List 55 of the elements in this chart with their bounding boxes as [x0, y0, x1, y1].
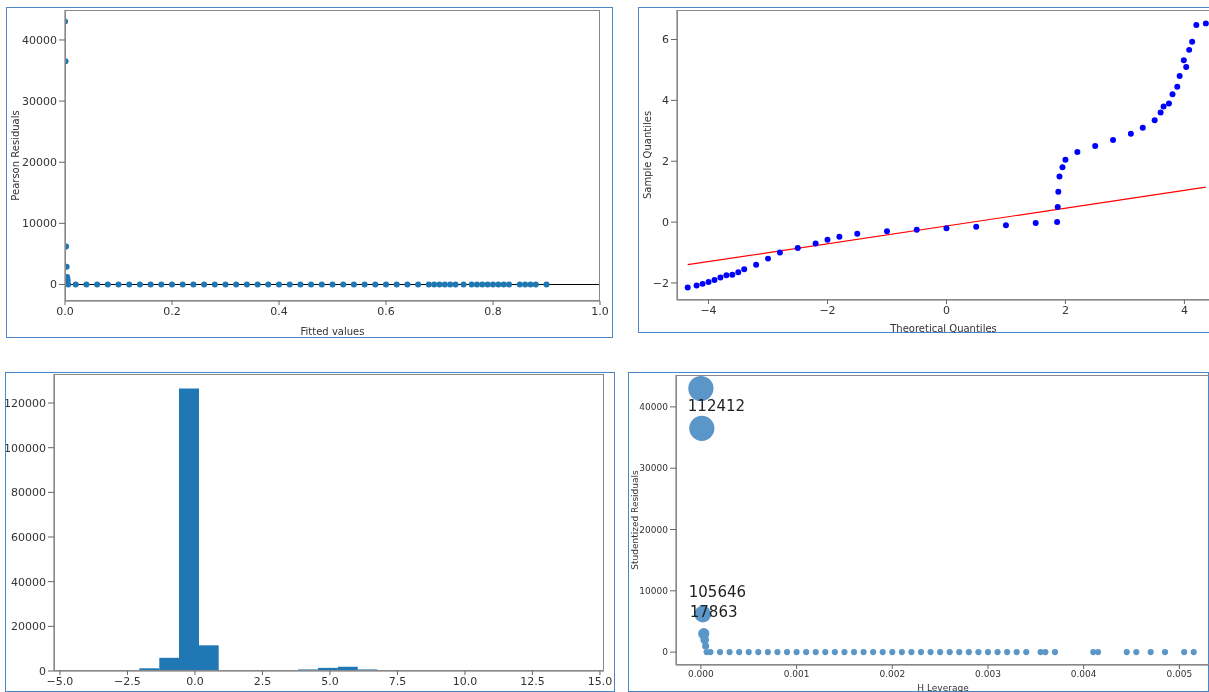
x-tick-label: −4 — [700, 303, 717, 317]
y-tick-label: 100000 — [4, 441, 46, 455]
y-tick-label: 6 — [662, 33, 669, 47]
y-tick-label: 40000 — [639, 402, 669, 413]
x-tick-label: 15.0 — [587, 674, 613, 688]
y-tick-label: 30000 — [22, 95, 57, 108]
x-tick-label: 0.8 — [484, 304, 502, 318]
y-tick-label: 10000 — [22, 217, 57, 231]
y-tick-label: 2 — [662, 155, 669, 169]
y-tick-label: 30000 — [639, 463, 669, 474]
x-tick-label: 10.0 — [452, 674, 478, 688]
y-tick-label: 40000 — [11, 575, 46, 589]
x-tick-label: 0.005 — [1166, 669, 1193, 680]
x-tick-label: 0.000 — [688, 669, 715, 680]
x-tick-label: 0.2 — [163, 304, 181, 318]
x-tick-label: 0 — [942, 303, 950, 317]
y-tick-label: 80000 — [11, 486, 46, 500]
y-tick-label: 4 — [662, 94, 669, 108]
x-tick-label: 0.6 — [377, 304, 395, 318]
annotation: 105646 — [688, 583, 747, 602]
x-tick-label: 0.001 — [783, 669, 810, 680]
x-tick-label: 1.0 — [591, 304, 609, 318]
y-axis-title: Pearson Residuals — [9, 110, 21, 201]
x-tick-label: 0.0 — [56, 304, 74, 318]
y-tick-label: 60000 — [11, 530, 46, 544]
x-tick-label: −5.0 — [46, 674, 74, 688]
y-axis-title: Studentized Residuals — [630, 469, 641, 570]
x-tick-label: 0.002 — [879, 669, 906, 680]
y-tick-label: 0 — [662, 216, 669, 229]
x-tick-label: 0.003 — [975, 669, 1001, 680]
x-tick-label: 0.0 — [186, 674, 204, 688]
x-tick-label: 2 — [1061, 303, 1069, 317]
y-tick-label: −2 — [652, 276, 669, 290]
annotation: 112412 — [687, 397, 746, 416]
y-tick-label: 0 — [50, 278, 57, 292]
y-axis-title: Sample Quantiles — [641, 110, 653, 200]
x-tick-label: −2 — [819, 303, 836, 317]
y-tick-label: 20000 — [11, 620, 46, 634]
y-tick-label: 120000 — [4, 396, 46, 410]
x-axis-title: Theoretical Quantiles — [889, 323, 997, 334]
x-tick-label: 0.4 — [270, 304, 288, 318]
y-tick-label: 0 — [662, 647, 669, 658]
y-tick-label: 10000 — [639, 586, 669, 597]
x-axis-title: H Leverage — [917, 683, 970, 692]
x-tick-label: 5.0 — [321, 674, 339, 688]
x-tick-label: 12.5 — [520, 674, 545, 688]
x-tick-label: 0.004 — [1070, 669, 1097, 680]
x-axis-title: Fitted values — [300, 326, 365, 337]
x-tick-label: 2.5 — [253, 674, 272, 688]
y-tick-label: 20000 — [22, 156, 57, 170]
x-tick-label: −2.5 — [114, 674, 141, 688]
y-tick-label: 20000 — [639, 524, 669, 535]
x-tick-label: 7.5 — [388, 674, 407, 688]
x-tick-label: 4 — [1180, 303, 1188, 317]
y-tick-label: 40000 — [22, 33, 57, 47]
